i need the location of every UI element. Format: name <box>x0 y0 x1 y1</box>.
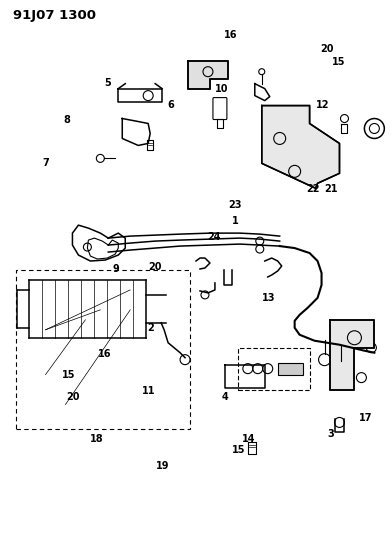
Text: 91J07 1300: 91J07 1300 <box>13 9 96 22</box>
Text: 20: 20 <box>66 392 80 402</box>
Text: 1: 1 <box>232 216 238 227</box>
Circle shape <box>339 339 345 345</box>
Text: 7: 7 <box>42 158 49 168</box>
Text: 17: 17 <box>359 413 373 423</box>
Polygon shape <box>330 320 374 390</box>
Text: 10: 10 <box>215 84 228 94</box>
Polygon shape <box>188 61 228 88</box>
Polygon shape <box>262 106 339 188</box>
Bar <box>238 348 310 390</box>
FancyBboxPatch shape <box>213 98 227 119</box>
Text: 16: 16 <box>224 30 238 41</box>
Text: 15: 15 <box>332 57 345 67</box>
Text: 23: 23 <box>228 200 242 211</box>
Text: 19: 19 <box>156 461 170 471</box>
Bar <box>16 270 190 430</box>
Text: 20: 20 <box>148 262 162 271</box>
Text: 6: 6 <box>167 100 174 109</box>
Text: 13: 13 <box>261 293 275 303</box>
Text: 4: 4 <box>222 392 229 402</box>
Text: 18: 18 <box>90 434 103 444</box>
Text: 21: 21 <box>324 184 338 195</box>
Text: 5: 5 <box>105 78 111 88</box>
Text: 11: 11 <box>142 386 156 397</box>
Text: 3: 3 <box>327 429 334 439</box>
Bar <box>278 362 303 375</box>
Text: 15: 15 <box>62 370 76 381</box>
Text: 8: 8 <box>64 116 71 125</box>
Text: 22: 22 <box>307 184 320 195</box>
Text: 12: 12 <box>316 100 330 109</box>
Text: 14: 14 <box>242 434 256 444</box>
Text: 16: 16 <box>98 349 111 359</box>
Text: 20: 20 <box>320 44 334 54</box>
Text: 15: 15 <box>232 445 246 455</box>
Text: 2: 2 <box>148 322 154 333</box>
Text: 9: 9 <box>113 264 119 274</box>
Text: 24: 24 <box>207 232 220 243</box>
